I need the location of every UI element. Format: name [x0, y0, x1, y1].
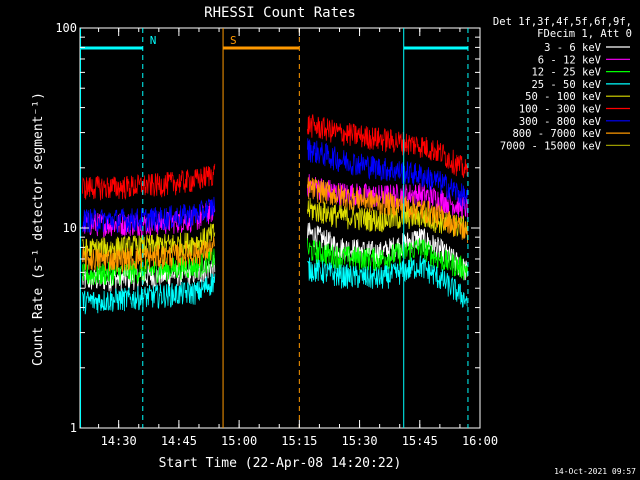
series-line-4-seg-2	[307, 255, 468, 308]
ticks-layer: 14:30 14:45 15:00 15:15 15:30 15:45 16:00 1 10 10…	[55, 21, 498, 448]
series-line-7-seg-1	[82, 196, 216, 233]
legend-header-2: FDecim 1, Att 0	[537, 28, 632, 40]
legend-entry-7: 300 - 800 keV	[519, 116, 602, 128]
legend-entry-2: 6 - 12 keV	[538, 54, 602, 66]
x-tick-label-3: 15:00	[221, 434, 257, 448]
series-line-4-seg-1	[82, 273, 216, 315]
x-tick-label-6: 15:45	[402, 434, 438, 448]
y-axis-label: Count Rate (s⁻¹ detector segment⁻¹)	[31, 92, 46, 366]
legend-entry-5: 50 - 100 keV	[525, 91, 602, 103]
legend-entry-8: 800 - 7000 keV	[512, 128, 601, 140]
legend-header-1: Det 1f,3f,4f,5f,6f,9f,	[493, 16, 632, 28]
y-tick-label-3: 100	[55, 21, 77, 35]
legend-entry-4: 25 - 50 keV	[531, 79, 601, 91]
chart-title: RHESSI Count Rates	[204, 5, 356, 21]
series-line-3-seg-2	[307, 238, 468, 281]
legend-entry-3: 12 - 25 keV	[531, 67, 601, 79]
y-tick-label-2: 10	[63, 221, 77, 235]
series-line-8-seg-2	[307, 177, 468, 244]
series-line-7-seg-2	[307, 138, 468, 210]
marker-label-2: S	[230, 34, 237, 47]
legend-entry-1: 3 - 6 keV	[544, 42, 602, 54]
x-axis-label: Start Time (22-Apr-08 14:20:22)	[159, 456, 402, 471]
timestamp: 14-Oct-2021 09:57	[554, 467, 636, 476]
series-layer	[82, 114, 468, 315]
x-tick-label-1: 14:30	[101, 434, 137, 448]
series-line-8-seg-1	[82, 235, 215, 273]
x-tick-label-2: 14:45	[161, 434, 197, 448]
x-tick-label-5: 15:30	[341, 434, 377, 448]
marker-label-1: N	[150, 34, 157, 47]
x-tick-label-4: 15:15	[281, 434, 317, 448]
legend-entry-9: 7000 - 15000 keV	[500, 140, 602, 152]
legend-entry-6: 100 - 300 keV	[519, 104, 602, 116]
series-line-6-seg-2	[307, 114, 468, 178]
series-line-6-seg-1	[82, 163, 216, 201]
series-line-5-seg-2	[307, 197, 468, 239]
x-tick-label-7: 16:00	[462, 434, 498, 448]
y-tick-label-1: 1	[70, 421, 77, 435]
legend: Det 1f,3f,4f,5f,6f,9f,FDecim 1, Att 0 3 -…	[493, 16, 632, 152]
series-line-5-seg-1	[82, 223, 216, 263]
